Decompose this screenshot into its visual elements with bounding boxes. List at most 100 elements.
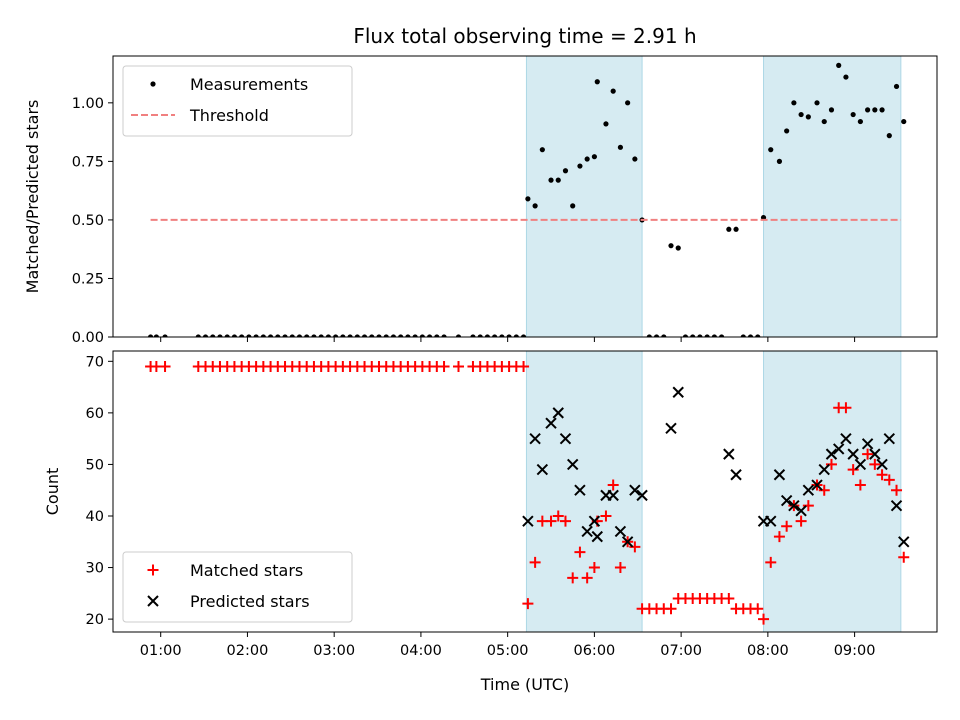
predicted-star-point	[672, 386, 684, 398]
measurement-point	[153, 334, 159, 337]
x-tick-label: 08:00	[747, 643, 789, 659]
measurement-point	[525, 196, 531, 202]
shaded-interval	[525, 350, 643, 633]
x-tick-label: 06:00	[573, 643, 615, 659]
matched-star-point	[825, 458, 837, 470]
measurement-point	[760, 214, 767, 221]
legend-label: Threshold	[189, 106, 269, 125]
series-measurements	[147, 62, 907, 337]
measurement-point	[548, 177, 554, 183]
matched-star-point	[438, 360, 450, 372]
legend-marker	[150, 81, 156, 87]
y-tick-label: 0.75	[72, 154, 104, 170]
measurement-point	[434, 334, 440, 337]
y-tick-label: 60	[86, 406, 104, 422]
measurement-point	[625, 100, 631, 106]
legend-label: Matched stars	[190, 561, 303, 580]
y-axis-label: Count	[43, 468, 62, 516]
predicted-star-point	[591, 530, 603, 543]
legend-label: Measurements	[190, 75, 308, 94]
measurement-point	[246, 334, 252, 337]
y-tick-label: 0.50	[72, 213, 104, 229]
predicted-star-point	[765, 515, 777, 527]
predicted-star-point	[536, 463, 549, 476]
measurement-point	[147, 334, 154, 337]
shaded-interval	[525, 55, 643, 338]
matched-star-point	[752, 603, 764, 615]
matched-star-point	[869, 458, 881, 470]
measurement-point	[441, 334, 447, 337]
measurement-point	[224, 334, 230, 337]
predicted-star-point	[861, 438, 874, 450]
x-axis-label: Time (UTC)	[480, 675, 569, 694]
series-predicted-stars	[522, 386, 910, 548]
measurement-point	[289, 334, 295, 337]
matched-star-point	[847, 464, 859, 476]
y-tick-label: 1.00	[72, 96, 104, 112]
matched-star-point	[898, 551, 910, 563]
y-axis-label: Matched/Predicted stars	[23, 100, 42, 294]
predicted-star-point	[788, 499, 800, 512]
predicted-star-point	[825, 448, 838, 460]
measurement-point	[426, 334, 433, 337]
measurement-point	[347, 334, 353, 337]
y-tick-label: 50	[86, 457, 104, 473]
measurement-point	[740, 334, 746, 337]
matched-star-point	[581, 572, 593, 584]
predicted-star-point	[607, 489, 619, 502]
measurement-point	[791, 100, 797, 106]
predicted-star-point	[890, 499, 903, 512]
predicted-star-point	[559, 432, 572, 445]
matched-star-point	[522, 598, 534, 610]
matched-star-point	[758, 613, 770, 625]
x-tick-label: 02:00	[227, 643, 269, 659]
measurement-point	[617, 144, 624, 150]
predicted-star-point	[898, 536, 910, 548]
measurement-point	[499, 334, 505, 337]
measurement-point	[584, 156, 590, 162]
y-tick-label: 0.00	[72, 330, 104, 346]
matched-star-point	[802, 500, 814, 512]
legend-marker	[147, 595, 159, 607]
measurement-point	[477, 334, 483, 337]
measurement-point	[682, 334, 689, 337]
measurement-point	[340, 334, 346, 337]
measurement-point	[470, 334, 476, 337]
measurement-point	[850, 111, 856, 118]
predicted-star-point	[795, 505, 807, 517]
measurement-point	[711, 334, 717, 337]
measurement-point	[419, 334, 425, 337]
predicted-star-point	[588, 515, 601, 527]
predicted-star-point	[574, 484, 586, 496]
matched-star-point	[588, 562, 600, 574]
measurement-point	[513, 334, 519, 337]
predicted-star-point	[854, 458, 867, 471]
measurement-point	[318, 334, 324, 337]
measurement-point	[412, 334, 418, 337]
measurement-point	[784, 128, 790, 134]
predicted-star-point	[847, 448, 859, 460]
legend: Measurements Threshold	[122, 65, 353, 137]
predicted-star-point	[802, 484, 815, 496]
measurement-point	[591, 154, 597, 160]
measurement-point	[747, 334, 754, 337]
matched-star-point	[518, 360, 530, 372]
plot-area	[147, 62, 907, 337]
predicted-star-point	[636, 489, 648, 502]
measurement-point	[570, 203, 576, 209]
measurement-point	[532, 203, 538, 209]
measurement-point	[162, 334, 168, 337]
matched-star-point	[159, 360, 171, 372]
matched-star-point	[552, 510, 564, 522]
x-tick-label: 03:00	[313, 643, 355, 659]
measurement-point	[492, 334, 498, 337]
matched-star-point	[607, 479, 619, 491]
measurement-point	[755, 334, 761, 337]
matched-star-point	[854, 479, 866, 491]
measurement-point	[690, 334, 696, 337]
legend-box	[122, 551, 353, 623]
measurement-point	[603, 121, 609, 127]
measurement-point	[202, 334, 209, 337]
measurement-point	[210, 334, 216, 337]
